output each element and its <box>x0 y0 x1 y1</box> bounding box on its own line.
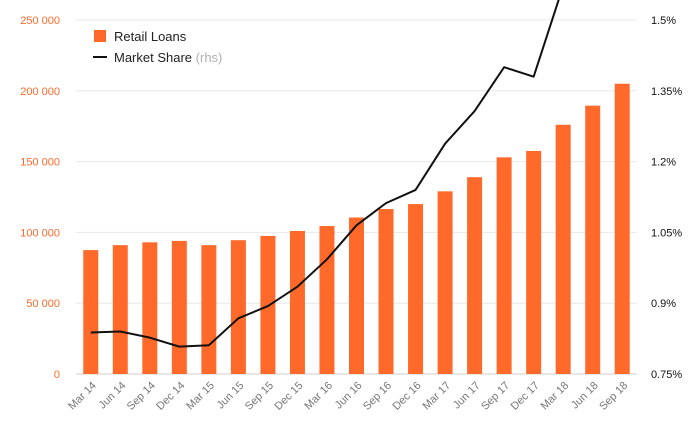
x-tick-label: Sep 16 <box>361 380 394 413</box>
bar <box>83 250 99 374</box>
right-tick-label: 0.75% <box>651 369 682 381</box>
line-series-market-share <box>90 0 560 348</box>
x-tick-label: Dec 17 <box>509 380 542 413</box>
bar <box>171 240 187 374</box>
x-tick-label: Jun 14 <box>97 380 129 412</box>
bar-series-retail-loans <box>83 83 630 374</box>
left-tick-label: 250 000 <box>20 15 60 27</box>
bar <box>496 157 512 374</box>
left-tick-label: 0 <box>54 369 60 381</box>
legend: Retail Loans Market Share (rhs) <box>93 29 222 65</box>
right-tick-label: 1.5% <box>651 15 676 27</box>
right-tick-label: 1.35% <box>651 86 682 98</box>
bar <box>378 209 394 374</box>
bar <box>585 105 601 374</box>
legend-swatch <box>94 30 106 42</box>
legend-label: Retail Loans <box>114 29 187 44</box>
x-tick-label: Mar 14 <box>66 380 99 413</box>
bar <box>467 177 483 374</box>
x-tick-label: Sep 15 <box>243 380 276 413</box>
bar <box>526 150 542 374</box>
right-tick-label: 1.2% <box>651 157 676 169</box>
x-tick-label: Mar 16 <box>302 380 335 413</box>
x-tick-label: Sep 18 <box>597 380 630 413</box>
left-tick-label: 150 000 <box>20 157 60 169</box>
legend-note: (rhs) <box>192 50 222 65</box>
bar <box>555 124 571 374</box>
bar <box>201 245 217 374</box>
right-tick-label: 0.9% <box>651 298 676 310</box>
legend-label: Market Share (rhs) <box>114 50 222 65</box>
right-axis-ticks: 0.75% 0.9% 1.05% 1.2% 1.35% 1.5% <box>651 15 682 381</box>
bar <box>349 217 364 374</box>
x-tick-label: Jun 17 <box>451 380 483 412</box>
x-tick-label: Mar 17 <box>420 380 453 413</box>
market-share-line <box>90 0 560 348</box>
left-axis-ticks: 0 50 000 100 000 150 000 200 000 250 000 <box>20 15 60 381</box>
bar <box>142 242 158 374</box>
x-tick-label: Sep 14 <box>125 380 158 413</box>
bar <box>289 230 305 374</box>
x-tick-label: Dec 15 <box>272 380 305 413</box>
bar <box>112 245 128 374</box>
left-tick-label: 50 000 <box>26 298 60 310</box>
left-tick-label: 200 000 <box>20 86 60 98</box>
x-tick-label: Jun 18 <box>569 380 601 412</box>
x-tick-label: Dec 16 <box>391 380 424 413</box>
bar <box>437 191 453 374</box>
x-tick-label: Sep 17 <box>479 380 512 413</box>
bar <box>319 226 335 374</box>
x-tick-label: Dec 14 <box>154 380 187 413</box>
x-tick-label: Jun 15 <box>215 380 247 412</box>
bar <box>614 83 630 374</box>
right-tick-label: 1.05% <box>651 227 682 239</box>
x-tick-label: Mar 15 <box>184 380 217 413</box>
x-tick-label: Jun 16 <box>333 380 365 412</box>
bar <box>230 240 246 374</box>
x-tick-label: Mar 18 <box>539 380 572 413</box>
left-tick-label: 100 000 <box>20 227 60 239</box>
bar <box>408 204 424 374</box>
